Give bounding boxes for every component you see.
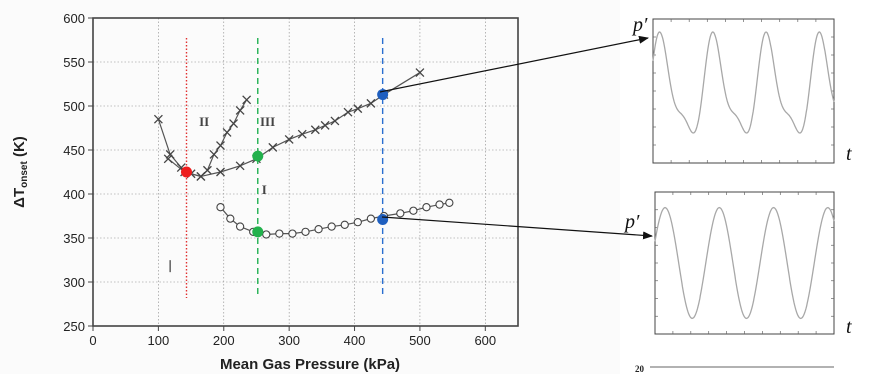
data-point [209, 149, 219, 159]
data-point [330, 116, 340, 126]
highlight-point [252, 150, 264, 162]
x-tick-label: 300 [278, 333, 300, 348]
data-point [366, 98, 376, 108]
data-point [297, 129, 307, 139]
y-tick-label: 400 [63, 187, 85, 202]
data-point [222, 127, 232, 137]
waveform-panel-top-frame [652, 18, 835, 164]
waveform-bottom-ticks [655, 192, 834, 334]
data-point [445, 198, 454, 207]
data-point [268, 142, 278, 152]
arrow-to-bottom-panel [381, 216, 653, 240]
data-point [163, 154, 173, 164]
data-point [229, 119, 239, 129]
data-point [288, 229, 297, 238]
highlight-point [377, 214, 389, 226]
waveform-bottom-ylabel: p′ [623, 211, 640, 233]
data-point [422, 203, 431, 212]
y-axis-label: ΔTonset (K) [11, 136, 30, 208]
data-point [284, 134, 294, 144]
data-point [435, 200, 444, 209]
region-label: II [199, 114, 209, 129]
waveform-panel-bottom-frame [654, 191, 835, 335]
data-point [327, 222, 336, 231]
waveform-top-ticks [653, 19, 834, 163]
main-plot: 250 300 350 400 450 500 550 600 0 100 200 300 400 50… [11, 11, 519, 373]
data-point [262, 230, 271, 239]
data-point [153, 114, 163, 124]
data-point [396, 209, 405, 218]
x-axis-label: Mean Gas Pressure (kPa) [220, 356, 400, 373]
y-tick-label: 350 [63, 231, 85, 246]
data-point [340, 220, 349, 229]
data-point [314, 225, 323, 234]
y-tick-label: 550 [63, 55, 85, 70]
y-tick-label: 450 [63, 143, 85, 158]
data-point [216, 167, 225, 177]
data-point [409, 206, 418, 215]
data-point [216, 203, 225, 212]
data-point [353, 218, 362, 227]
data-point [235, 161, 245, 171]
x-tick-label: 200 [213, 333, 235, 348]
y-axis-label-sub: onset [19, 161, 30, 188]
data-point [196, 171, 206, 181]
arrow-to-top-panel [379, 35, 649, 93]
waveform-panel-top: p′ t [631, 14, 852, 165]
waveform-top-xlabel: t [846, 143, 852, 165]
data-point [242, 95, 252, 105]
waveform-panel-bottom: p′ t [623, 191, 852, 338]
x-tick-label: 500 [409, 333, 431, 348]
x-tick-label: 0 [89, 333, 96, 348]
y-tick-label: 250 [63, 319, 85, 334]
data-point [320, 120, 330, 130]
y-tick-labels: 250 300 350 400 450 500 550 600 [63, 11, 93, 334]
waveform-bottom-line [654, 206, 835, 320]
y-axis-label-main: ΔT [11, 188, 28, 208]
region-label: III [260, 114, 275, 129]
waveform-bottom-xlabel: t [846, 316, 852, 338]
gridlines [93, 18, 518, 326]
main-plot-frame [92, 17, 519, 327]
y-tick-label: 500 [63, 99, 85, 114]
highlight-point [377, 89, 389, 101]
region-label: I [262, 182, 267, 197]
x-tick-labels: 0 100 200 300 400 500 600 [89, 326, 496, 348]
data-point [235, 105, 245, 115]
data-point [275, 229, 284, 238]
cropped-panel-label: 20 [635, 364, 645, 374]
x-tick-label: 400 [344, 333, 366, 348]
data-point [235, 222, 245, 231]
x-tick-label: 600 [474, 333, 496, 348]
data-point [343, 107, 353, 117]
data-point [310, 125, 320, 135]
highlight-point [181, 166, 192, 178]
data-point [353, 104, 363, 114]
x-tick-label: 100 [148, 333, 170, 348]
waveform-top-line [652, 31, 835, 134]
data-point [366, 214, 376, 223]
data-point [165, 149, 175, 159]
waveform-top-ylabel: p′ [631, 14, 648, 36]
data-point [301, 227, 310, 236]
scan-background [0, 0, 620, 374]
data-point [226, 214, 235, 223]
y-tick-label: 300 [63, 275, 85, 290]
highlight-point [252, 226, 264, 238]
y-axis-label-unit: (K) [11, 136, 28, 161]
data-point [415, 68, 425, 78]
y-tick-label: 600 [63, 11, 85, 26]
data-point [216, 141, 225, 151]
